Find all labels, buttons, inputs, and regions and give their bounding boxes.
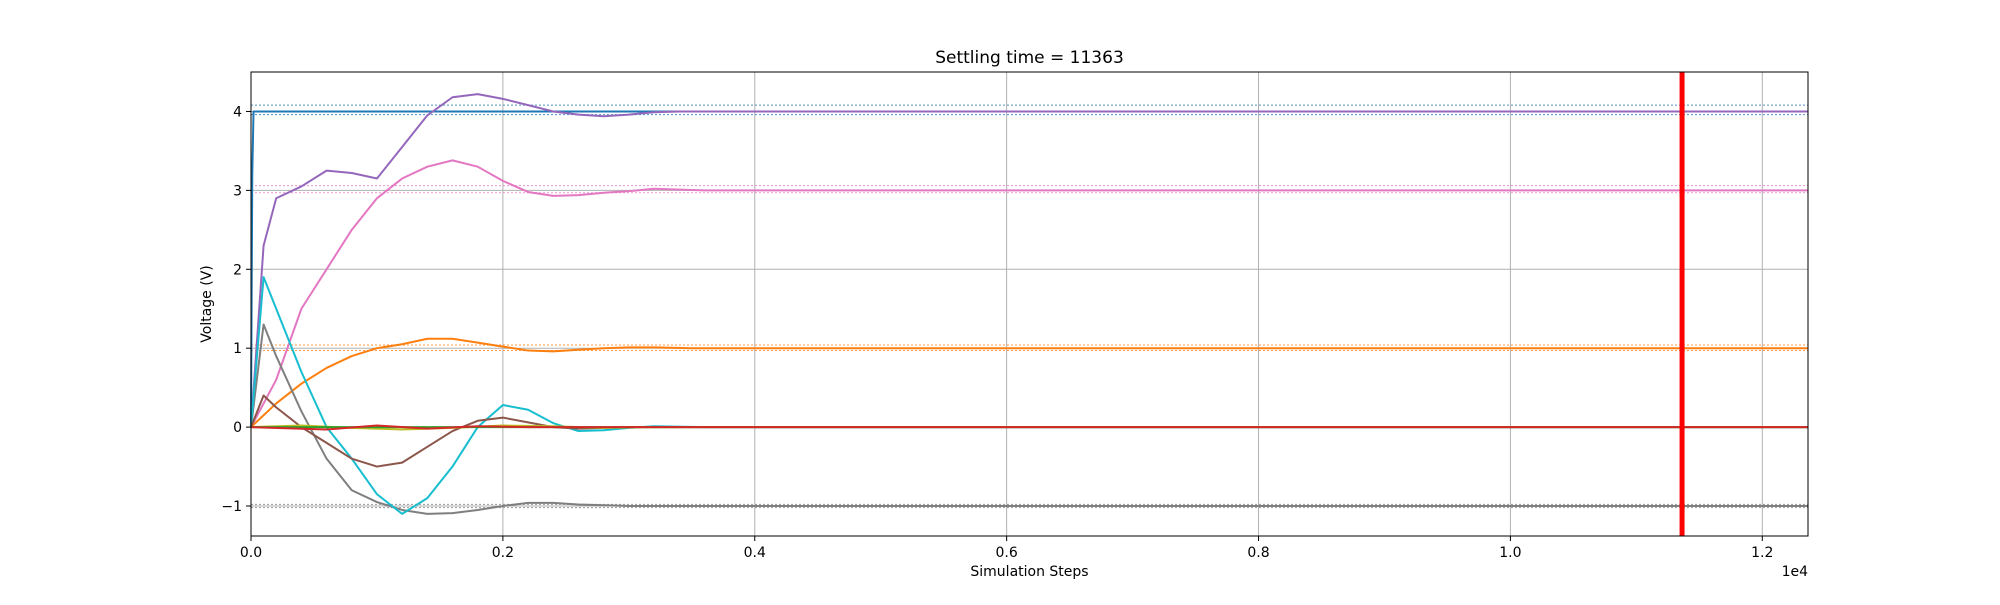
- x-tick-label: 0.6: [996, 545, 1018, 561]
- y-tick-label: 4: [233, 104, 242, 120]
- series-line: [250, 424, 1808, 431]
- x-axis-offset-label: 1e4: [1782, 564, 1809, 580]
- series-line: [250, 337, 1808, 428]
- chart-title: Settling time = 11363: [935, 48, 1124, 68]
- series-line: [250, 323, 1808, 515]
- series-line: [250, 394, 1808, 468]
- series-line: [250, 276, 1808, 515]
- x-tick-label: 0.2: [492, 545, 514, 561]
- x-tick-label: 0.8: [1247, 545, 1269, 561]
- y-axis-label: Voltage (V): [199, 265, 215, 342]
- tick-layer: 0.0 0.2 0.4 0.6 0.8 1.0 1.2 −1 0 1 2 3 4: [221, 104, 1773, 561]
- y-tick-label: 3: [233, 183, 242, 199]
- plot-frame: [250, 71, 1809, 537]
- series-layer: [250, 93, 1808, 515]
- y-tick-label: 0: [233, 420, 242, 436]
- series-line: [250, 93, 1808, 428]
- y-tick-label: 2: [233, 262, 242, 278]
- y-tick-label: 1: [233, 341, 242, 357]
- x-tick-label: 1.0: [1499, 545, 1521, 561]
- x-axis-label: Simulation Steps: [970, 564, 1088, 580]
- x-tick-label: 0.0: [240, 545, 262, 561]
- series-line: [250, 110, 1808, 428]
- series-line: [250, 159, 1808, 428]
- tolerance-band-layer: [251, 104, 1808, 509]
- x-tick-label: 1.2: [1751, 545, 1773, 561]
- grid-layer: [250, 72, 1808, 536]
- y-tick-label: −1: [221, 499, 242, 515]
- x-tick-label: 0.4: [744, 545, 766, 561]
